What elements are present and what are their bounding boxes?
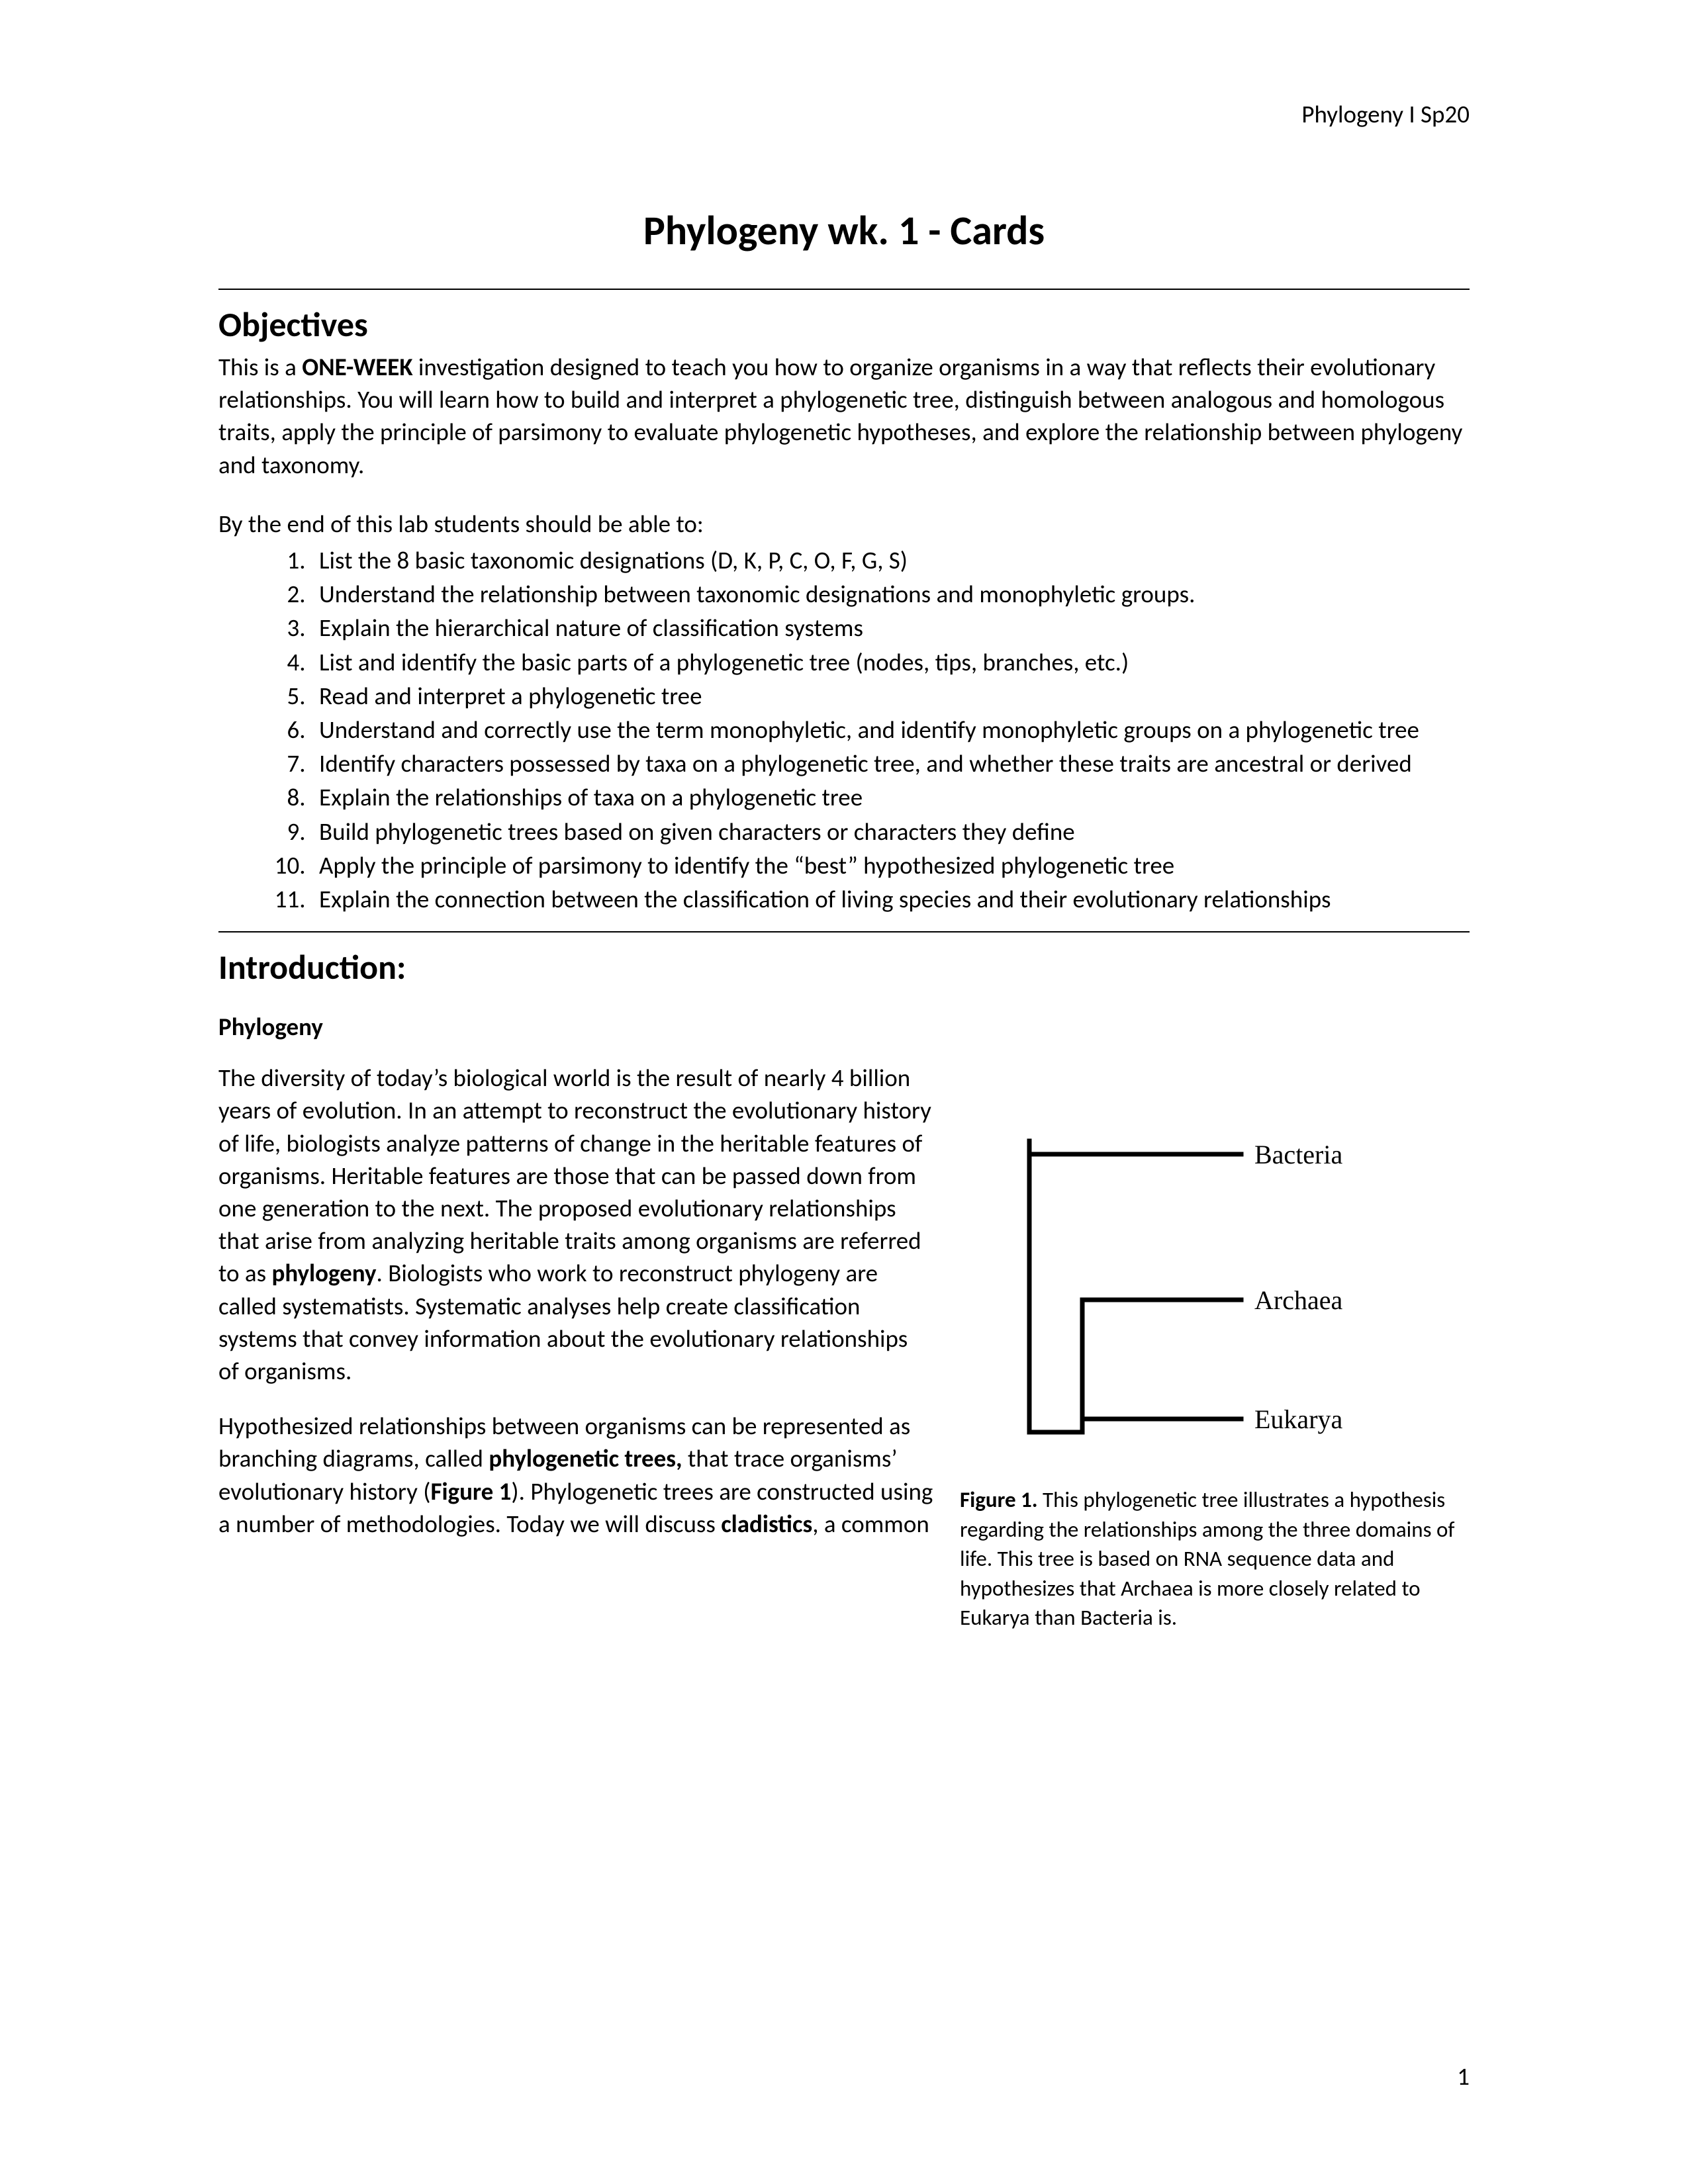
- introduction-heading: Introduction:: [218, 946, 1470, 988]
- list-item: Build phylogenetic trees based on given …: [311, 815, 1470, 848]
- bold-text: Figure 1: [430, 1477, 511, 1506]
- text: This is a: [218, 352, 302, 382]
- list-item: Explain the connection between the class…: [311, 883, 1470, 915]
- text: The diversity of today’s biological worl…: [218, 1063, 931, 1288]
- divider: [218, 931, 1470, 933]
- objectives-list-intro: By the end of this lab students should b…: [218, 508, 1470, 540]
- caption-label: Figure 1.: [960, 1486, 1038, 1513]
- right-column: Bacteria Archaea Eukarya Figure 1. This ph…: [960, 1062, 1470, 1633]
- list-item: Identify characters possessed by taxa on…: [311, 747, 1470, 780]
- list-item: Understand the relationship between taxo…: [311, 578, 1470, 610]
- objectives-list: List the 8 basic taxonomic designations …: [298, 544, 1470, 915]
- list-item: Apply the principle of parsimony to iden…: [311, 849, 1470, 882]
- phylogenetic-tree-figure: Bacteria Archaea Eukarya: [990, 1115, 1440, 1459]
- bold-text: ONE-WEEK: [302, 352, 412, 382]
- bold-text: phylogenetic trees,: [489, 1443, 682, 1473]
- text: , a common: [812, 1509, 929, 1539]
- intro-paragraph-2: Hypothesized relationships between organ…: [218, 1410, 933, 1540]
- objectives-heading: Objectives: [218, 303, 1470, 345]
- phylogeny-subheading: Phylogeny: [218, 1012, 1470, 1042]
- svg-text:Eukarya: Eukarya: [1254, 1404, 1343, 1434]
- list-item: List the 8 basic taxonomic designations …: [311, 544, 1470, 576]
- list-item: Explain the hierarchical nature of class…: [311, 612, 1470, 644]
- text: Introduction: [218, 946, 397, 988]
- intro-paragraph-1: The diversity of today’s biological worl…: [218, 1062, 933, 1387]
- list-item: List and identify the basic parts of a p…: [311, 646, 1470, 678]
- page-number: 1: [1457, 2062, 1470, 2091]
- list-item: Read and interpret a phylogenetic tree: [311, 680, 1470, 712]
- figure-caption: Figure 1. This phylogenetic tree illustr…: [960, 1485, 1470, 1633]
- divider: [218, 289, 1470, 290]
- two-column-layout: The diversity of today’s biological worl…: [218, 1062, 1470, 1633]
- page: Phylogeny I Sp20 Phylogeny wk. 1 - Cards…: [0, 0, 1688, 2184]
- left-column: The diversity of today’s biological worl…: [218, 1062, 933, 1563]
- list-item: Understand and correctly use the term mo…: [311, 713, 1470, 746]
- svg-text:Archaea: Archaea: [1254, 1285, 1342, 1315]
- bold-text: cladistics: [721, 1509, 812, 1539]
- objectives-intro: This is a ONE-WEEK investigation designe…: [218, 351, 1470, 481]
- svg-text:Bacteria: Bacteria: [1254, 1140, 1342, 1169]
- bold-text: phylogeny: [271, 1258, 376, 1288]
- document-title: Phylogeny wk. 1 - Cards: [218, 205, 1470, 255]
- list-item: Explain the relationships of taxa on a p…: [311, 781, 1470, 813]
- header-right: Phylogeny I Sp20: [1301, 99, 1470, 129]
